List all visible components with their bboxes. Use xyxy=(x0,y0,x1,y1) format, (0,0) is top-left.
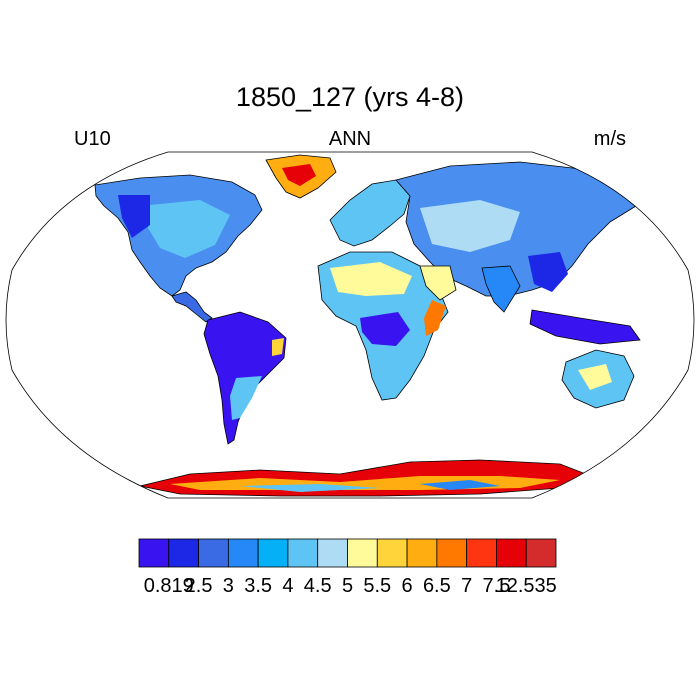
colorbar-box xyxy=(257,538,289,568)
arabia xyxy=(419,265,457,301)
central-asia xyxy=(420,200,520,252)
europe xyxy=(329,179,411,247)
colorbar-label: 5 xyxy=(342,575,353,597)
season-label: ANN xyxy=(328,128,372,150)
colorbar-box xyxy=(376,538,408,568)
colorbar-box xyxy=(317,538,348,568)
south-america-south xyxy=(230,376,262,420)
colorbar-label: 6.5 xyxy=(423,575,451,597)
sahara xyxy=(330,262,412,296)
horn-of-africa xyxy=(424,300,446,336)
colorbar-box xyxy=(406,538,438,568)
plot-title: 1850_127 (yrs 4-8) xyxy=(235,82,465,112)
units-label: m/s xyxy=(593,128,626,150)
congo-basin xyxy=(360,312,410,346)
map-land-layer xyxy=(94,154,641,497)
colorbar-box xyxy=(287,538,319,568)
colorbar-label: 6 xyxy=(402,575,413,597)
colorbar-label: 12.535 xyxy=(496,575,557,597)
australia-interior xyxy=(578,364,612,390)
antarctica-band-3 xyxy=(420,480,500,490)
map-outline xyxy=(5,151,695,499)
colorbar-box xyxy=(525,538,557,568)
north-america-interior xyxy=(148,200,230,258)
colorbar-label: 0.819 xyxy=(144,575,194,597)
colorbar-box xyxy=(138,538,170,568)
colorbar-box xyxy=(436,538,468,568)
brazil-coast xyxy=(272,338,284,356)
colorbar-box xyxy=(198,538,229,568)
colorbar-label: 3.5 xyxy=(244,575,272,597)
antarctica-band-2 xyxy=(240,484,380,492)
india xyxy=(481,265,521,313)
indonesia xyxy=(529,309,641,345)
colorbar-label: 4 xyxy=(282,575,293,597)
colorbar-label: 4.5 xyxy=(304,575,332,597)
colorbar-label: 2.5 xyxy=(185,575,213,597)
colorbar-box xyxy=(227,538,259,568)
colorbar-box xyxy=(466,538,497,568)
field-label: U10 xyxy=(74,128,111,150)
greenland-core xyxy=(282,164,316,186)
colorbar-box xyxy=(347,538,378,568)
colorbar-label: 7.5 xyxy=(483,575,511,597)
north-america-lowwind xyxy=(118,195,150,238)
colorbar-box xyxy=(168,538,199,568)
southeast-asia xyxy=(528,252,568,292)
colorbar-label: 5.5 xyxy=(363,575,391,597)
colorbar-label: 3 xyxy=(223,575,234,597)
colorbar-box xyxy=(496,538,527,568)
colorbar-label: 7 xyxy=(461,575,472,597)
